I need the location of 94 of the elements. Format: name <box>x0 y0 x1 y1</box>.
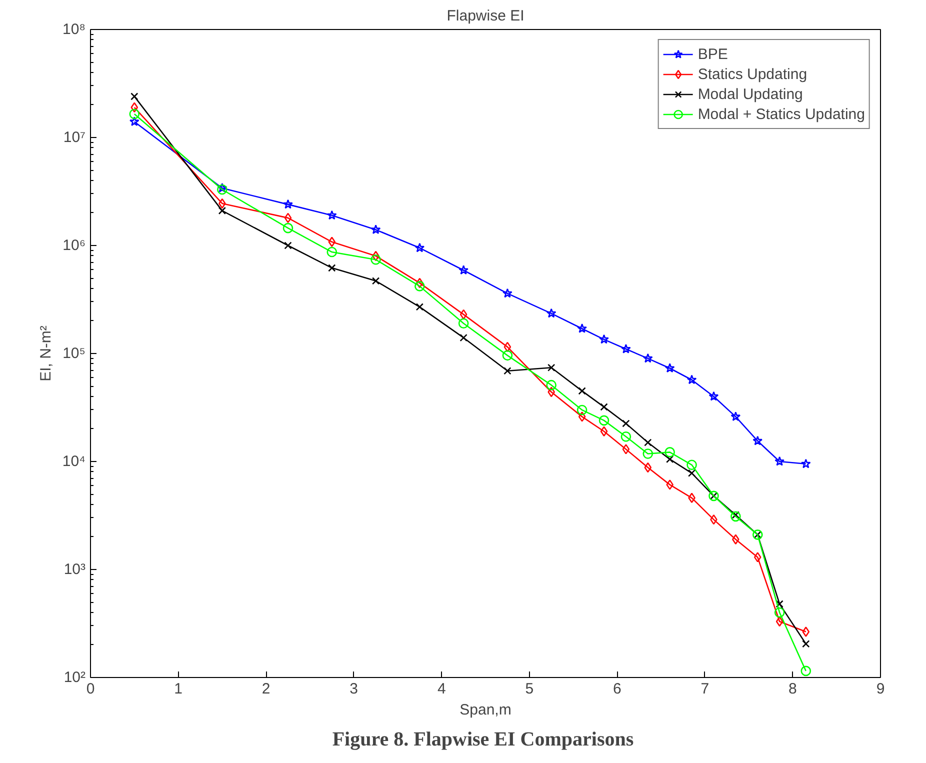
point <box>776 616 784 627</box>
y-tick-label: 10⁷ <box>63 129 86 146</box>
point <box>218 206 226 215</box>
point <box>686 460 697 470</box>
point <box>774 607 785 618</box>
point <box>504 367 512 375</box>
point <box>774 456 784 466</box>
y-axis-title: EI, N-m² <box>37 326 54 382</box>
point <box>502 288 512 298</box>
legend-label: Statics Updating <box>698 66 808 82</box>
point <box>460 309 468 320</box>
y-tick-label: 10⁵ <box>62 345 86 362</box>
point <box>284 212 292 224</box>
point <box>458 265 468 275</box>
point <box>730 511 741 522</box>
point <box>666 455 674 464</box>
point <box>130 92 138 100</box>
y-tick-label: 10⁶ <box>62 237 86 254</box>
x-tick-label: 9 <box>876 680 885 698</box>
point <box>284 242 292 250</box>
point <box>644 462 652 473</box>
x-axis-title: Span,m <box>460 702 512 718</box>
point <box>460 334 468 342</box>
point <box>730 412 741 421</box>
point <box>622 420 630 428</box>
point <box>621 344 631 354</box>
point <box>578 387 586 395</box>
point <box>688 469 696 477</box>
y-tick-label: 10² <box>64 669 86 686</box>
point <box>802 626 810 637</box>
point <box>664 363 675 373</box>
point <box>130 102 138 113</box>
point <box>414 242 425 252</box>
point <box>416 303 424 311</box>
x-tick-label: 3 <box>350 680 358 698</box>
point <box>458 318 469 329</box>
x-tick-label: 6 <box>612 680 622 698</box>
point <box>328 236 336 248</box>
point <box>620 431 632 442</box>
point <box>328 264 336 272</box>
point <box>576 404 588 416</box>
point <box>414 281 425 292</box>
point <box>732 511 740 519</box>
point <box>708 391 719 401</box>
point <box>642 448 654 459</box>
x-tick-label: 0 <box>86 680 95 698</box>
point <box>217 184 228 195</box>
point <box>752 436 763 446</box>
point <box>754 552 762 562</box>
chart-title: Flapwise EI <box>446 8 524 24</box>
y-tick-label: 10⁴ <box>62 453 86 470</box>
legend-label: Modal + Statics Updating <box>698 106 865 122</box>
point <box>664 447 675 458</box>
x-tick-label: 5 <box>525 680 534 698</box>
point <box>326 210 337 220</box>
caption: Figure 8. Flapwise EI Comparisons <box>332 728 634 750</box>
point <box>546 308 556 318</box>
point <box>577 323 587 333</box>
point <box>600 426 608 437</box>
point <box>599 334 609 344</box>
point <box>282 222 294 234</box>
point <box>548 364 556 372</box>
point <box>622 444 630 454</box>
point <box>370 254 381 265</box>
point <box>370 224 381 234</box>
point <box>129 116 140 126</box>
point <box>283 199 293 209</box>
point <box>800 458 811 468</box>
point <box>372 277 380 285</box>
point <box>502 350 513 361</box>
x-tick-label: 1 <box>174 680 182 698</box>
point <box>802 640 810 648</box>
point <box>504 342 512 352</box>
point <box>600 403 608 411</box>
x-tick-label: 4 <box>437 680 446 698</box>
point <box>686 374 697 384</box>
point <box>578 412 586 422</box>
point <box>642 353 653 363</box>
x-tick-label: 2 <box>262 680 270 698</box>
point <box>776 600 784 608</box>
point <box>598 415 610 426</box>
point <box>644 438 652 446</box>
point <box>129 108 140 120</box>
legend-label: BPE <box>698 46 728 62</box>
point <box>800 666 812 676</box>
point <box>666 480 674 490</box>
y-tick-label: 10⁸ <box>62 21 86 38</box>
point <box>546 380 556 390</box>
point <box>326 246 338 258</box>
x-tick-label: 7 <box>700 680 710 698</box>
y-tick-label: 10³ <box>64 561 86 578</box>
point <box>217 182 228 192</box>
legend-label: Modal Updating <box>698 86 803 102</box>
x-tick-label: 8 <box>788 680 797 698</box>
